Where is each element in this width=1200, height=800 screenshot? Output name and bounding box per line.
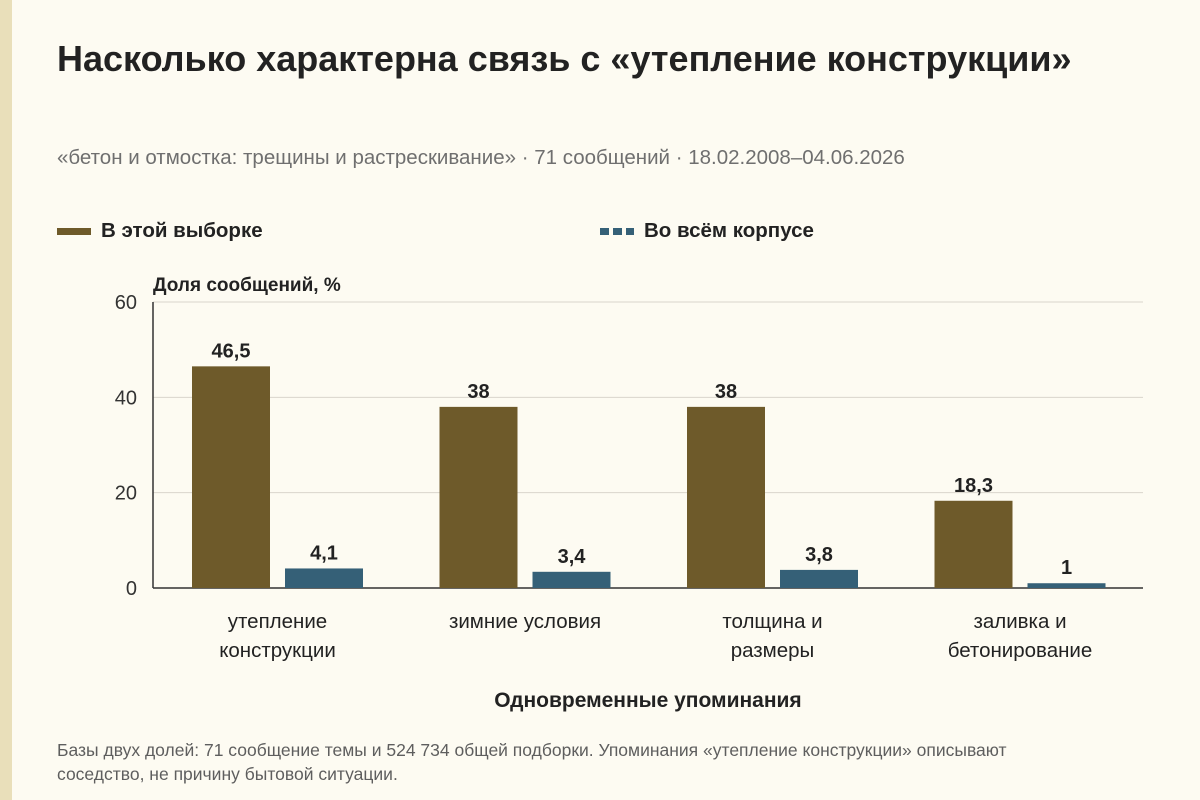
y-tick-label: 60 xyxy=(115,292,137,314)
y-tick-label: 40 xyxy=(115,387,137,409)
bar-value-label: 18,3 xyxy=(954,475,993,497)
bar-value-label: 38 xyxy=(467,381,489,403)
y-tick-label: 20 xyxy=(115,483,137,505)
legend-swatch-sample xyxy=(57,227,91,235)
x-category-label: утепление xyxy=(228,610,327,633)
chart-footnote: Базы двух долей: 71 сообщение темы и 524… xyxy=(57,740,1007,784)
legend-swatch-corpus xyxy=(600,227,634,235)
x-category-label: заливка и xyxy=(973,610,1066,633)
chart-title: Насколько характерна связь с «утепление … xyxy=(57,38,1072,79)
x-category-label: толщина и xyxy=(722,610,822,633)
bar-value-label: 4,1 xyxy=(310,542,338,564)
bar-corpus xyxy=(285,568,363,588)
bar-value-label: 38 xyxy=(715,381,737,403)
bar-corpus xyxy=(532,571,611,588)
bar-sample xyxy=(934,500,1013,588)
chart-subtitle: «бетон и отмостка: трещины и растрескива… xyxy=(57,146,905,169)
bar-value-label: 3,4 xyxy=(558,546,587,568)
x-category-label: конструкции xyxy=(219,639,336,662)
bar-value-label: 3,8 xyxy=(805,544,833,566)
bar-value-label: 46,5 xyxy=(212,340,251,362)
bar-sample xyxy=(687,406,765,588)
bar-sample xyxy=(439,406,518,588)
x-category-label: размеры xyxy=(731,639,815,662)
y-tick-label: 0 xyxy=(126,578,137,600)
x-category-label: бетонирование xyxy=(948,639,1093,662)
y-axis-label: Доля сообщений, % xyxy=(153,275,341,296)
legend-label-sample: В этой выборке xyxy=(101,219,263,242)
legend-label-corpus: Во всём корпусе xyxy=(644,219,814,242)
bar-corpus xyxy=(1027,583,1106,588)
bar-corpus xyxy=(780,569,858,588)
legend-item-corpus: Во всём корпусе xyxy=(600,219,814,243)
x-axis-label: Одновременные упоминания xyxy=(494,689,801,712)
legend-item-sample: В этой выборке xyxy=(57,219,263,243)
left-accent-bar xyxy=(0,0,12,800)
bar-sample xyxy=(192,366,270,588)
bar-value-label: 1 xyxy=(1061,557,1072,579)
x-category-label: зимние условия xyxy=(449,610,601,633)
